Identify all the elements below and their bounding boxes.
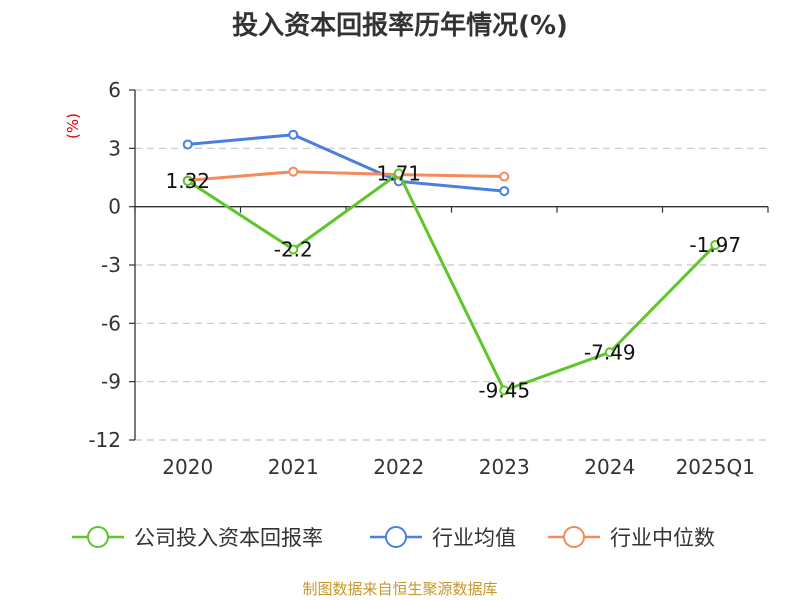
legend: 公司投入资本回报率 行业均值 行业中位数 [72, 526, 715, 550]
x-tick-label: 2025Q1 [676, 455, 755, 479]
y-tick-label: 3 [108, 136, 121, 160]
data-point [182, 176, 193, 186]
x-tick-label: 2022 [373, 455, 424, 479]
series-line [187, 133, 505, 193]
legend-label: 公司投入资本回报率 [134, 526, 323, 550]
axes: 6 3 0 -3 -6 -9 -12 2020 2021 2022 2023 2024 2025Q1 [88, 78, 769, 479]
data-point [499, 171, 510, 182]
data-point [393, 168, 404, 179]
grid-lines [135, 89, 768, 441]
legend-marker [385, 526, 407, 548]
data-point [288, 129, 299, 140]
y-tick-label: -3 [101, 253, 121, 277]
x-tick-label: 2021 [268, 455, 319, 479]
data-point [710, 239, 721, 250]
legend-label: 行业中位数 [610, 526, 715, 550]
data-point [604, 347, 615, 358]
series-line [186, 171, 717, 392]
y-tick-label: -9 [101, 370, 121, 394]
data-label: -9.45 [478, 378, 530, 402]
data-point [499, 385, 510, 396]
data-point [288, 244, 299, 255]
data-label: -7.49 [584, 340, 636, 364]
source-note: 制图数据来自恒生聚源数据库 [302, 580, 497, 598]
data-label: 1.32 [165, 169, 210, 193]
legend-marker [87, 526, 109, 548]
x-tick-label: 2020 [162, 455, 213, 479]
data-point [182, 139, 193, 150]
y-tick-label: 0 [108, 195, 121, 219]
data-label: -1.97 [689, 233, 741, 257]
data-point [499, 186, 510, 197]
legend-marker [563, 526, 585, 548]
y-tick-label: 6 [108, 78, 121, 102]
y-tick-label: -12 [88, 428, 121, 452]
legend-label: 行业均值 [432, 526, 516, 550]
y-axis-label: (%) [64, 113, 82, 139]
data-point [288, 166, 299, 177]
series-line [187, 170, 505, 182]
y-tick-label: -6 [101, 311, 121, 335]
data-label: -2.2 [274, 237, 313, 261]
chart-title: 投入资本回报率历年情况(%) [232, 10, 568, 41]
data-label: 1.71 [376, 161, 421, 185]
x-tick-label: 2023 [479, 455, 530, 479]
series-lines [182, 129, 721, 396]
data-labels: 1.32 -2.2 1.71 -9.45 -7.49 -1.97 [165, 161, 741, 402]
x-tick-label: 2024 [584, 455, 635, 479]
